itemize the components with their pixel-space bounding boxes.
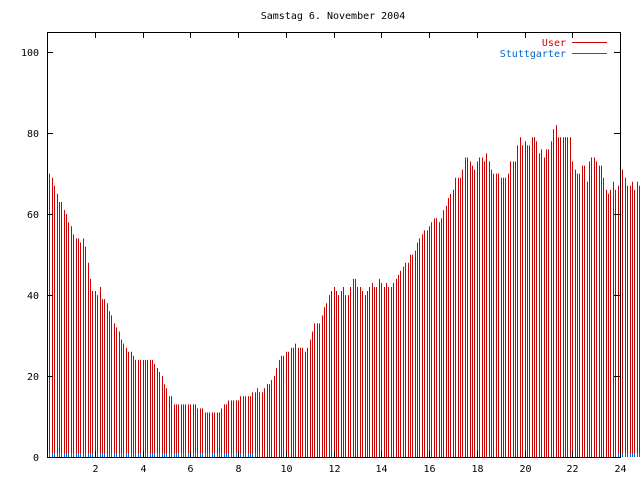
legend-label-stuttgarter: Stuttgarter	[500, 49, 566, 60]
x-tick-label-12: 12	[328, 464, 340, 475]
x-tick-label-22: 22	[566, 464, 578, 475]
legend-label-user: User	[542, 38, 566, 49]
x-tick-label-18: 18	[471, 464, 483, 475]
y-tick-label-40: 40	[27, 291, 39, 302]
x-tick-label-4: 4	[140, 464, 146, 475]
bars-layer	[47, 125, 640, 457]
x-tick-label-10: 10	[280, 464, 292, 475]
x-tick-label-8: 8	[235, 464, 241, 475]
x-tick-label-24: 24	[614, 464, 626, 475]
x-tick-label-16: 16	[423, 464, 435, 475]
chart-title: Samstag 6. November 2004	[261, 11, 406, 22]
y-tick-label-80: 80	[27, 129, 39, 140]
x-tick-label-6: 6	[187, 464, 193, 475]
x-tick-label-20: 20	[519, 464, 531, 475]
y-tick-label-20: 20	[27, 372, 39, 383]
x-tick-label-2: 2	[92, 464, 98, 475]
y-tick-label-60: 60	[27, 210, 39, 221]
legend: User Stuttgarter	[500, 38, 607, 60]
y-tick-label-0: 0	[33, 453, 39, 464]
y-tick-label-100: 100	[21, 48, 39, 59]
x-tick-label-14: 14	[375, 464, 387, 475]
